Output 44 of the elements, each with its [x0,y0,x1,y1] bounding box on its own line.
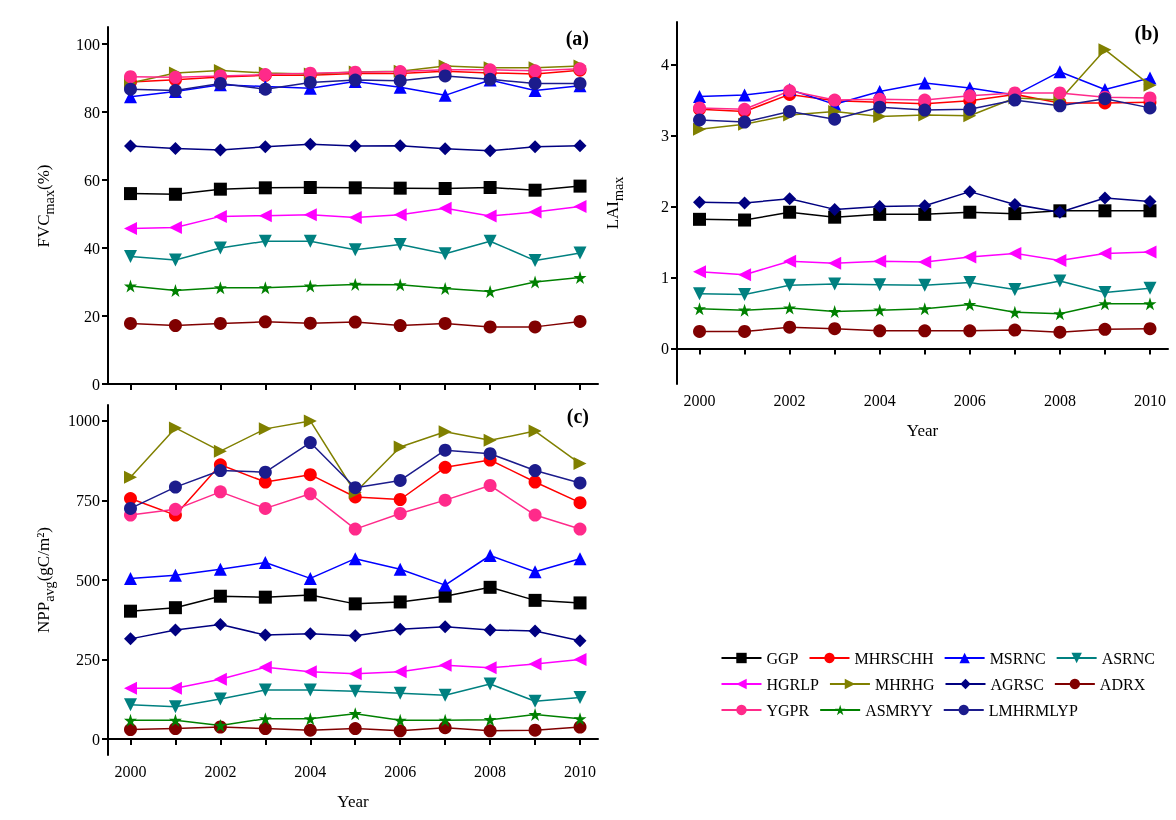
legend-label: GGP [766,649,799,667]
y-tick-label: 2 [661,198,669,216]
x-tick-label: 2008 [474,762,507,780]
x-tick-label: 2010 [564,762,597,780]
x-tick-label: 2008 [1043,391,1076,409]
chart-title: (c) [566,405,590,428]
x-tick-label: 2002 [773,391,806,409]
x-tick-label: 2002 [204,762,237,780]
chart-title: (a) [565,27,590,50]
y-tick-label: 1000 [68,412,100,430]
legend-label: MHRSCHH [854,649,935,667]
y-tick-label: 0 [92,730,100,748]
legend-label: YGPR [766,701,810,719]
x-tick-label: 2010 [1133,391,1166,409]
legend-label: MHRHG [874,675,935,693]
y-tick-label: 0 [92,375,100,393]
y-tick-label: 750 [76,491,100,509]
x-axis-title: Year [337,792,369,811]
legend-label: LMHRMLYP [988,701,1078,719]
legend-label: MSRNC [989,649,1046,667]
x-tick-label: 2000 [683,391,716,409]
x-tick-label: 2004 [863,391,896,409]
legend-label: AGRSC [990,675,1044,693]
x-axis-title: Year [906,421,939,440]
y-tick-label: 60 [84,171,100,189]
y-tick-label: 500 [76,571,100,589]
y-tick-label: 1 [661,269,669,287]
x-tick-label: 2006 [384,762,417,780]
x-tick-label: 2006 [953,391,986,409]
y-tick-label: 80 [84,103,100,121]
y-tick-label: 20 [84,307,100,325]
y-tick-label: 100 [76,35,100,53]
y-tick-label: 0 [661,340,669,358]
legend-label: HGRLP [766,675,820,693]
y-tick-label: 3 [661,127,669,145]
y-tick-label: 4 [661,56,669,74]
y-tick-label: 40 [84,239,100,257]
legend-label: ASRNC [1101,649,1156,667]
legend-label: ASMRYY [865,701,934,719]
x-tick-label: 2000 [114,762,147,780]
x-tick-label: 2004 [294,762,327,780]
chart-title: (b) [1134,22,1160,45]
legend-label: ADRX [1099,675,1146,693]
y-tick-label: 250 [76,651,100,669]
